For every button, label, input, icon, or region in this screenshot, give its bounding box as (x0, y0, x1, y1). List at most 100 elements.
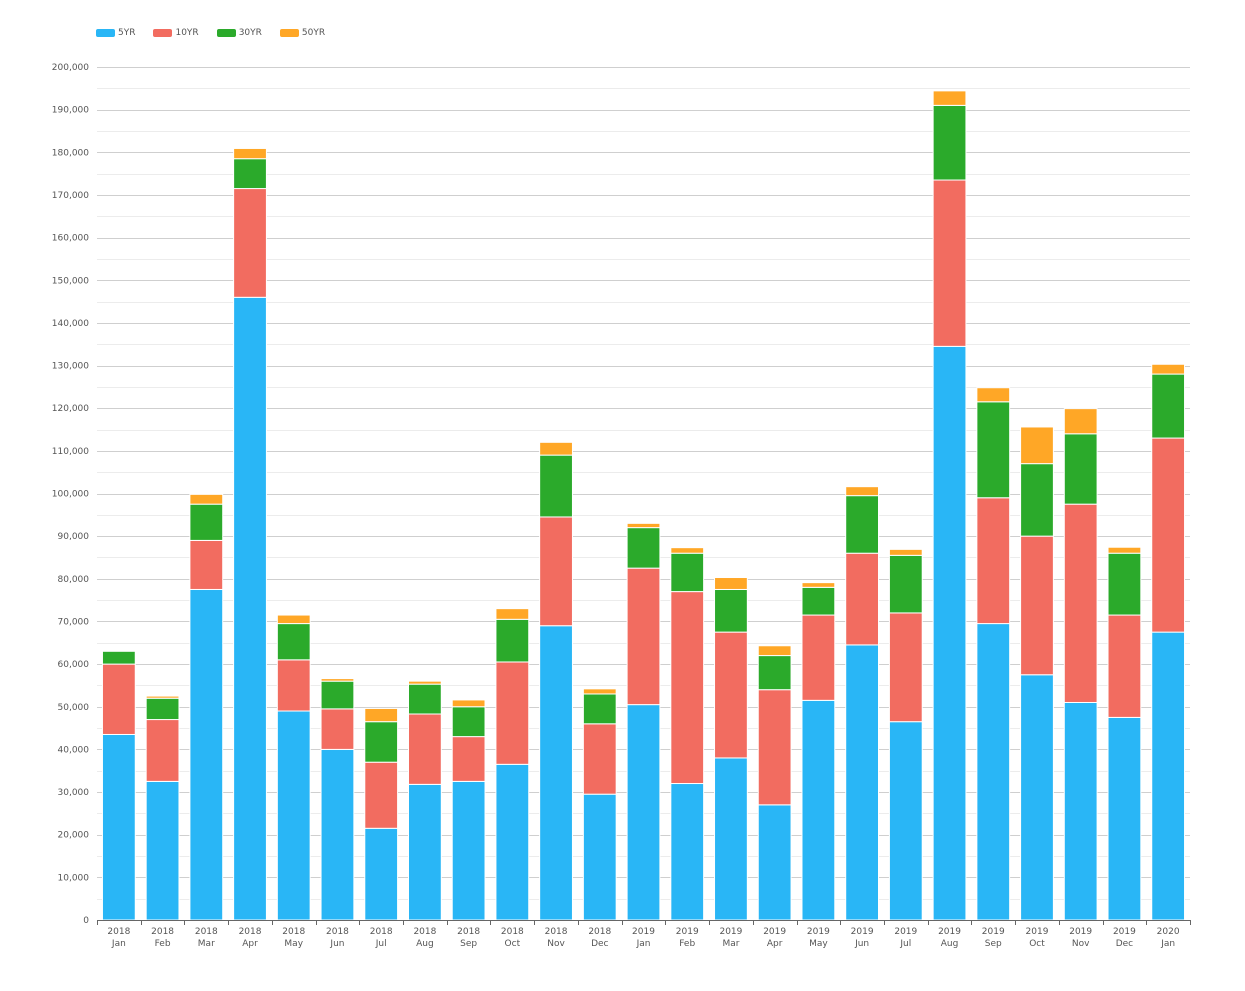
bar-segment-10yr[interactable] (451, 736, 486, 782)
bar-segment-5yr[interactable] (932, 345, 967, 921)
legend-item-50yr[interactable]: 50YR (279, 28, 325, 38)
bar-segment-10yr[interactable] (582, 723, 617, 795)
bar-segment-5yr[interactable] (626, 704, 661, 921)
bar-segment-10yr[interactable] (276, 659, 311, 712)
bar-segment-10yr[interactable] (1151, 437, 1186, 633)
bar-segment-50yr[interactable] (801, 582, 836, 588)
bar-segment-50yr[interactable] (320, 678, 355, 682)
bar-segment-50yr[interactable] (233, 147, 267, 160)
bar-segment-5yr[interactable] (145, 780, 180, 921)
bar-segment-30yr[interactable] (408, 683, 442, 715)
bar-segment-50yr[interactable] (189, 493, 224, 505)
bar-segment-30yr[interactable] (320, 680, 355, 710)
bar-segment-30yr[interactable] (932, 104, 967, 181)
bar-segment-5yr[interactable] (451, 780, 486, 921)
bar-segment-5yr[interactable] (757, 804, 792, 921)
bar-segment-50yr[interactable] (626, 522, 661, 529)
bar-segment-5yr[interactable] (189, 588, 224, 921)
bar-segment-5yr[interactable] (976, 623, 1011, 921)
bar-segment-10yr[interactable] (888, 612, 923, 723)
bar-segment-5yr[interactable] (539, 625, 573, 921)
bar-segment-50yr[interactable] (1063, 408, 1098, 435)
legend-item-30yr[interactable]: 30YR (216, 28, 262, 38)
bar-segment-10yr[interactable] (145, 719, 180, 782)
bar-segment-10yr[interactable] (408, 713, 442, 785)
bar-segment-30yr[interactable] (1151, 373, 1186, 439)
bar-segment-50yr[interactable] (408, 680, 442, 685)
bar-segment-5yr[interactable] (714, 757, 748, 921)
bar-segment-30yr[interactable] (714, 588, 748, 633)
bar-segment-30yr[interactable] (670, 552, 705, 593)
bar-segment-10yr[interactable] (539, 516, 573, 627)
bar-segment-50yr[interactable] (539, 441, 573, 456)
bar-segment-50yr[interactable] (1107, 546, 1142, 554)
bar-segment-50yr[interactable] (451, 699, 486, 708)
bar-segment-30yr[interactable] (1020, 463, 1054, 537)
bar-segment-50yr[interactable] (276, 614, 311, 625)
bar-segment-10yr[interactable] (714, 631, 748, 759)
bar-segment-50yr[interactable] (1020, 426, 1054, 465)
bar-segment-50yr[interactable] (976, 387, 1011, 403)
bar-segment-30yr[interactable] (1063, 433, 1098, 505)
bar-segment-10yr[interactable] (626, 567, 661, 706)
bar-segment-5yr[interactable] (495, 763, 530, 921)
bar-segment-30yr[interactable] (539, 454, 573, 518)
bar-segment-30yr[interactable] (495, 618, 530, 663)
bar-segment-50yr[interactable] (714, 577, 748, 590)
bar-segment-50yr[interactable] (1151, 363, 1186, 375)
bar-segment-10yr[interactable] (320, 708, 355, 750)
bar-segment-30yr[interactable] (801, 586, 836, 616)
bar-segment-5yr[interactable] (845, 644, 880, 921)
bar-segment-30yr[interactable] (101, 650, 136, 665)
bar-segment-30yr[interactable] (1107, 552, 1142, 616)
bar-segment-30yr[interactable] (582, 693, 617, 725)
bar-segment-50yr[interactable] (145, 695, 180, 699)
bar-segment-10yr[interactable] (801, 614, 836, 701)
bar-segment-30yr[interactable] (626, 527, 661, 569)
bar-segment-50yr[interactable] (364, 707, 399, 723)
bar-segment-5yr[interactable] (1107, 716, 1142, 921)
bar-segment-5yr[interactable] (1063, 701, 1098, 921)
bar-segment-10yr[interactable] (1020, 535, 1054, 676)
bar-segment-10yr[interactable] (101, 663, 136, 735)
bar-segment-5yr[interactable] (364, 827, 399, 921)
bar-segment-30yr[interactable] (364, 721, 399, 763)
bar-segment-10yr[interactable] (757, 689, 792, 806)
bar-segment-10yr[interactable] (845, 552, 880, 646)
bar-segment-5yr[interactable] (233, 296, 267, 921)
bar-segment-30yr[interactable] (145, 697, 180, 721)
bar-segment-10yr[interactable] (976, 497, 1011, 625)
bar-segment-5yr[interactable] (582, 793, 617, 921)
bar-segment-30yr[interactable] (757, 655, 792, 691)
bar-segment-5yr[interactable] (801, 699, 836, 921)
bar-segment-5yr[interactable] (1020, 674, 1054, 921)
bar-segment-50yr[interactable] (757, 645, 792, 657)
bar-segment-50yr[interactable] (932, 90, 967, 106)
bar-segment-5yr[interactable] (888, 721, 923, 921)
bar-segment-30yr[interactable] (888, 554, 923, 614)
bar-segment-5yr[interactable] (276, 710, 311, 921)
bar-segment-30yr[interactable] (451, 706, 486, 738)
bar-segment-50yr[interactable] (582, 688, 617, 695)
bar-segment-10yr[interactable] (1063, 503, 1098, 703)
bar-segment-30yr[interactable] (845, 495, 880, 554)
bar-segment-10yr[interactable] (233, 188, 267, 298)
bar-segment-5yr[interactable] (408, 783, 442, 921)
bar-segment-50yr[interactable] (888, 548, 923, 556)
bar-segment-5yr[interactable] (101, 733, 136, 921)
bar-segment-10yr[interactable] (932, 179, 967, 347)
bar-segment-10yr[interactable] (495, 661, 530, 765)
bar-segment-10yr[interactable] (1107, 614, 1142, 718)
bar-segment-5yr[interactable] (670, 783, 705, 921)
legend-item-5yr[interactable]: 5YR (96, 28, 135, 38)
bar-segment-30yr[interactable] (976, 401, 1011, 499)
bar-segment-30yr[interactable] (189, 503, 224, 541)
legend-item-10yr[interactable]: 10YR (153, 28, 199, 38)
bar-segment-50yr[interactable] (845, 486, 880, 497)
bar-segment-10yr[interactable] (670, 591, 705, 785)
bar-segment-5yr[interactable] (320, 748, 355, 921)
bar-segment-30yr[interactable] (233, 158, 267, 190)
bar-segment-30yr[interactable] (276, 623, 311, 661)
bar-segment-10yr[interactable] (189, 539, 224, 590)
bar-segment-5yr[interactable] (1151, 631, 1186, 921)
